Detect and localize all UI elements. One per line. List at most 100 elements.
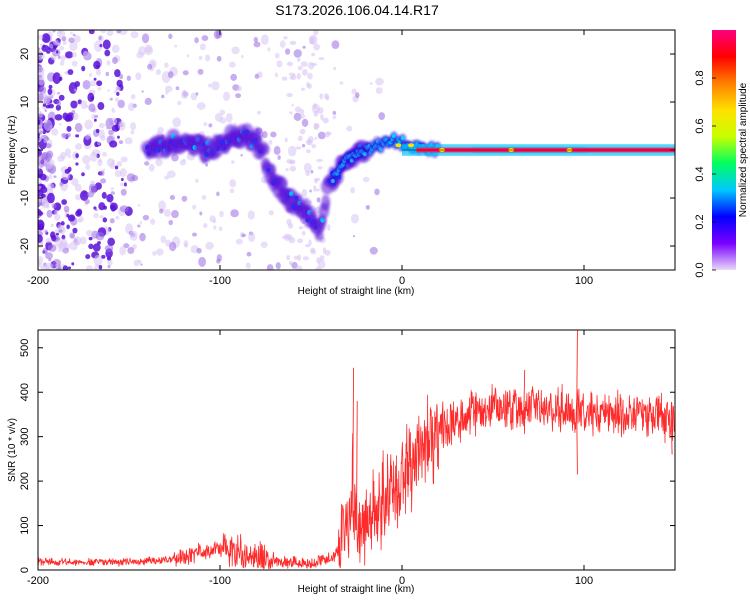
noise-blob	[53, 175, 57, 178]
noise-blob	[175, 86, 180, 91]
noise-blob	[302, 45, 306, 49]
noise-blob	[137, 204, 141, 207]
noise-blob	[107, 237, 115, 247]
noise-blob	[203, 122, 208, 127]
snr-x-label: Height of straight line (km)	[298, 584, 415, 595]
noise-blob	[288, 222, 294, 229]
noise-blob	[235, 238, 243, 245]
spectrogram-y-tick-label: -20	[19, 238, 31, 254]
noise-blob	[160, 235, 167, 244]
noise-blob	[295, 265, 303, 270]
noise-blob	[100, 135, 106, 141]
noise-blob	[47, 192, 55, 204]
noise-blob	[44, 109, 47, 113]
chart-title: S173.2026.106.04.14.R17	[275, 2, 439, 18]
noise-blob	[325, 95, 330, 101]
noise-blob	[80, 236, 87, 245]
spectrogram-x-ticks: -200 -100 0 100	[27, 30, 593, 287]
noise-blob	[59, 225, 63, 230]
snr-y-ticks: 0 100 200 300 400 500	[19, 339, 675, 573]
noise-blob	[202, 222, 208, 229]
noise-blob	[303, 162, 312, 173]
noise-blob	[312, 103, 318, 110]
noise-blob	[240, 154, 243, 157]
noise-blob	[286, 234, 293, 241]
noise-blob	[99, 44, 103, 48]
noise-blob	[107, 89, 110, 92]
noise-blob	[45, 237, 53, 244]
noise-blob	[64, 71, 67, 74]
noise-blob	[316, 257, 321, 264]
noise-blob	[51, 203, 57, 209]
noise-blob	[225, 112, 233, 123]
noise-blob	[199, 211, 203, 216]
noise-blob	[127, 102, 135, 111]
noise-blob	[60, 151, 67, 160]
noise-blob	[182, 158, 186, 162]
noise-blob	[168, 33, 173, 40]
noise-blob	[316, 158, 323, 163]
noise-blob	[289, 165, 297, 172]
noise-blob	[96, 65, 100, 69]
noise-blob	[72, 33, 76, 37]
noise-blob	[38, 111, 44, 118]
noise-blob	[40, 86, 44, 91]
noise-blob	[215, 30, 223, 39]
noise-blob	[137, 224, 141, 228]
snr-y-tick-label: 400	[19, 383, 31, 401]
noise-blob	[93, 40, 103, 52]
noise-blob	[310, 170, 314, 174]
snr-frame	[37, 329, 676, 571]
noise-blob	[279, 40, 286, 48]
noise-blob	[127, 246, 135, 255]
noise-blob	[44, 94, 51, 104]
noise-blob	[82, 155, 91, 165]
noise-blob	[91, 114, 96, 120]
noise-blob	[94, 114, 99, 119]
noise-blob	[97, 158, 103, 167]
noise-blob	[47, 182, 55, 191]
noise-blob	[313, 110, 319, 117]
noise-blob	[152, 250, 157, 256]
noise-blob	[316, 197, 321, 203]
noise-blob	[298, 226, 304, 230]
noise-blob	[48, 159, 55, 167]
noise-blob	[137, 259, 142, 264]
noise-blob	[274, 72, 279, 78]
noise-blob	[93, 206, 97, 210]
noise-blob	[98, 202, 106, 211]
noise-blob	[164, 85, 173, 93]
noise-blob	[116, 30, 122, 34]
noise-blob	[288, 260, 293, 266]
noise-blob	[300, 87, 305, 91]
noise-blob	[48, 103, 55, 109]
ridge-halo	[267, 163, 277, 177]
noise-blob	[97, 141, 101, 146]
snr-spike	[356, 401, 358, 531]
noise-blob	[109, 97, 113, 101]
noise-blob	[324, 131, 330, 138]
noise-blob	[119, 168, 127, 178]
snr-x-tick-label: 0	[399, 575, 405, 587]
noise-blob	[38, 119, 41, 125]
noise-blob	[70, 31, 73, 35]
noise-blob	[245, 262, 251, 269]
noise-blob	[205, 241, 214, 250]
noise-blob	[93, 118, 97, 122]
noise-blob	[318, 57, 325, 61]
noise-blob	[78, 216, 84, 223]
noise-blob	[115, 215, 120, 220]
noise-blob	[218, 226, 223, 232]
noise-blob	[67, 69, 74, 75]
ridge-core	[378, 146, 383, 152]
snr-y-label: SNR (10 * v/v)	[7, 418, 18, 482]
spectrogram-y-tick-label: -10	[19, 190, 31, 206]
snr-spike	[523, 369, 526, 409]
noise-blob	[56, 100, 61, 107]
noise-blob	[311, 144, 317, 149]
noise-blob	[40, 186, 48, 194]
noise-blob	[246, 251, 252, 257]
noise-blob	[110, 187, 114, 191]
snr-x-ticks: -200 -100 0 100	[27, 330, 593, 587]
